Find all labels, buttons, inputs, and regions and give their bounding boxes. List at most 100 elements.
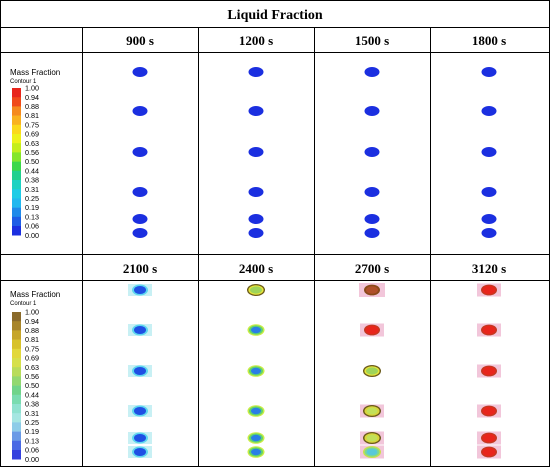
legend-bottom-swatch (12, 385, 21, 396)
panel-top-0 (132, 67, 148, 238)
panel-bottom-0 (128, 284, 152, 458)
legend-top-title: Mass Fraction (10, 68, 60, 77)
time-header-2700: 2700 s (355, 261, 389, 276)
legend-top-tick-label: 0.31 (25, 185, 39, 194)
legend-bottom-tick-label: 0.13 (25, 436, 39, 445)
legend-top-swatch (12, 106, 21, 116)
legend-top-swatch (12, 97, 21, 107)
legend-top-tick-label: 0.38 (25, 176, 39, 185)
time-header-2400: 2400 s (239, 261, 273, 276)
legend-bottom-swatch (12, 330, 21, 340)
contour-blob-green-ring (247, 365, 265, 377)
legend-top-swatch (12, 226, 21, 236)
contour-blob-green-ring (247, 324, 265, 336)
legend-top-swatch (12, 170, 21, 181)
contour-blob-solid (248, 147, 264, 157)
contour-blob-solid (364, 67, 380, 77)
legend-bottom-tick-label: 0.75 (25, 344, 39, 353)
legend-top-tick-label: 0.50 (25, 157, 39, 166)
contour-blob-solid (364, 147, 380, 157)
legend-bottom-tick-label: 0.88 (25, 326, 39, 335)
legend-top-tick-label: 0.00 (25, 231, 39, 240)
contour-blob-solid (132, 147, 148, 157)
legend-bottom-swatch (12, 376, 21, 386)
legend-bottom-swatch (12, 450, 21, 460)
contour-blob-solid (132, 67, 148, 77)
table-title: Liquid Fraction (227, 8, 323, 23)
legend-bottom-tick-label: 0.31 (25, 409, 39, 418)
legend-bottom: Mass Fraction Contour 1 1.000.940.880.81… (10, 290, 60, 464)
legend-top-tick-label: 0.88 (25, 102, 39, 111)
contour-blob-cyan-ring (128, 324, 152, 336)
legend-bottom-swatch (12, 422, 21, 432)
contour-blob-solid (481, 106, 497, 116)
contour-blob-cyan-ring (128, 446, 152, 458)
contour-blob-yellow-core (360, 431, 384, 445)
legend-bottom-swatch (12, 321, 21, 331)
legend-bottom-tick-label: 0.38 (25, 400, 39, 409)
contour-blob-melted (477, 323, 501, 337)
contour-blob-solid (481, 147, 497, 157)
legend-bottom-swatch (12, 339, 21, 350)
contour-blob-yellow-core (360, 404, 384, 418)
legend-top-subtitle: Contour 1 (10, 79, 37, 85)
contour-blob-solid (481, 228, 497, 238)
legend-bottom-swatch (12, 404, 21, 414)
time-header-2100: 2100 s (123, 261, 157, 276)
legend-bottom-tick-label: 0.56 (25, 372, 39, 381)
legend-top-tick-label: 0.94 (25, 93, 39, 102)
time-header-3120: 3120 s (472, 261, 506, 276)
legend-bottom-tick-label: 0.00 (25, 455, 39, 464)
time-header-1200: 1200 s (239, 33, 273, 48)
legend-top-tick-label: 0.63 (25, 139, 39, 148)
legend-bottom-tick-label: 0.50 (25, 381, 39, 390)
legend-bottom-ticks: 1.000.940.880.810.750.690.630.560.500.44… (25, 308, 39, 464)
panel-bottom-2 (359, 283, 385, 459)
contour-blob-cyan-core (360, 445, 384, 459)
legend-top-swatch (12, 115, 21, 126)
contour-blob-yellow-rim (247, 284, 265, 296)
legend-top-swatch (12, 216, 21, 227)
legend-bottom-swatch (12, 312, 21, 322)
legend-top-swatch (12, 180, 21, 190)
panel-top-3 (481, 67, 497, 238)
legend-bottom-tick-label: 0.44 (25, 390, 39, 399)
legend-bottom-swatch (12, 394, 21, 405)
contour-blob-solid (132, 228, 148, 238)
contour-blob-yellow-rim (363, 365, 381, 377)
panel-bottom-1 (247, 284, 265, 458)
legend-bottom-swatch (12, 367, 21, 377)
contour-blob-melted (477, 283, 501, 297)
legend-bottom-swatch (12, 348, 21, 359)
legend-bottom-colorbar (12, 312, 21, 460)
contour-blob-solid (481, 187, 497, 197)
legend-top-ticks: 1.000.940.880.810.750.690.630.560.500.44… (25, 84, 39, 240)
legend-top-colorbar (12, 88, 21, 236)
contour-blob-cyan-ring (128, 432, 152, 444)
legend-top-swatch (12, 124, 21, 135)
contour-blob-green-ring (247, 432, 265, 444)
legend-bottom-tick-label: 0.94 (25, 317, 39, 326)
legend-top-tick-label: 1.00 (25, 84, 39, 93)
legend-top-swatch (12, 189, 21, 199)
legend-top-tick-label: 0.56 (25, 148, 39, 157)
legend-top-swatch (12, 198, 21, 208)
legend-top-swatch (12, 207, 21, 218)
contour-blob-melted (477, 404, 501, 418)
contour-blobs (128, 67, 501, 459)
legend-top-tick-label: 0.06 (25, 222, 39, 231)
legend-bottom-tick-label: 0.25 (25, 418, 39, 427)
contour-blob-solid (248, 67, 264, 77)
contour-blob-melted-dark (359, 283, 385, 297)
legend-bottom-subtitle: Contour 1 (10, 301, 37, 307)
legend-top-swatch (12, 161, 21, 172)
legend-bottom-tick-label: 0.06 (25, 446, 39, 455)
contour-blob-solid (248, 106, 264, 116)
contour-blob-melted (360, 323, 384, 337)
legend-bottom-tick-label: 0.63 (25, 363, 39, 372)
legend-top-tick-label: 0.75 (25, 120, 39, 129)
contour-blob-melted (477, 364, 501, 378)
contour-blob-melted (477, 431, 501, 445)
contour-blob-green-ring (247, 446, 265, 458)
